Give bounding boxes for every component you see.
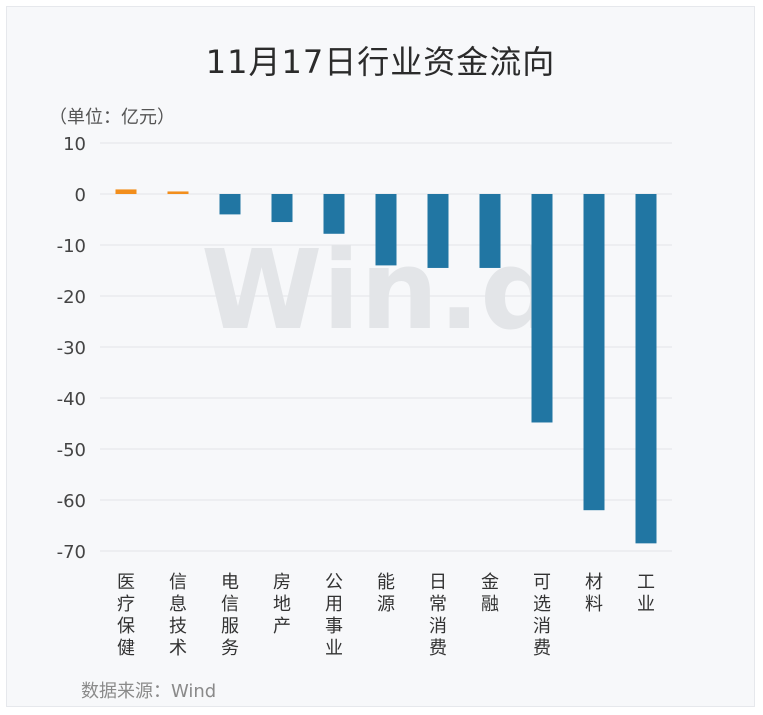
y-axis-ticks: 10 0 -10 -20 -30 -40 -50 -60 -70 xyxy=(57,134,86,563)
y-tick-label: -50 xyxy=(57,440,86,461)
x-category-label: 产 xyxy=(273,616,291,637)
x-category-label: 术 xyxy=(169,638,187,659)
x-category-label: 信 xyxy=(221,594,239,615)
bar-3 xyxy=(219,194,241,215)
x-category-label: 疗 xyxy=(117,594,135,615)
x-category-label: 地 xyxy=(273,594,291,615)
x-category-label: 可 xyxy=(533,572,551,593)
x-category-label: 保 xyxy=(117,616,135,637)
y-tick-label: -10 xyxy=(57,236,86,257)
y-tick-label: 0 xyxy=(75,185,86,206)
x-category-label: 常 xyxy=(429,594,447,615)
x-category-label: 消 xyxy=(533,616,551,637)
x-category-label: 医 xyxy=(117,572,135,593)
x-category-label: 信 xyxy=(169,572,187,593)
unit-label: （单位：亿元） xyxy=(49,107,175,128)
bar-11 xyxy=(635,194,657,544)
x-category-label: 息 xyxy=(169,594,187,615)
x-category-label: 电 xyxy=(221,572,239,593)
chart-card: 11月17日行业资金流向 （单位：亿元） 数据来源：Wind xyxy=(6,6,755,707)
x-category-label: 房 xyxy=(273,572,291,593)
y-tick-label: -70 xyxy=(57,542,86,563)
x-category-label: 技 xyxy=(169,616,187,637)
x-category-label: 业 xyxy=(325,638,343,659)
x-category-label: 费 xyxy=(429,638,447,659)
bar-5 xyxy=(323,194,345,234)
x-category-label: 源 xyxy=(377,594,395,615)
y-tick-label: 10 xyxy=(63,134,86,155)
grid-lines xyxy=(100,142,672,552)
x-category-label: 业 xyxy=(637,594,655,615)
x-category-label: 日 xyxy=(429,572,447,593)
x-category-label: 服 xyxy=(221,616,239,637)
bars xyxy=(115,189,657,544)
bar-10 xyxy=(583,194,605,511)
bar-1 xyxy=(115,189,137,194)
y-tick-label: -30 xyxy=(57,338,86,359)
bar-6 xyxy=(375,194,397,266)
x-category-label: 能 xyxy=(377,572,395,593)
x-category-label: 料 xyxy=(585,594,603,615)
x-category-label: 健 xyxy=(117,638,135,659)
bar-4 xyxy=(271,194,293,223)
x-category-label: 费 xyxy=(533,638,551,659)
bar-8 xyxy=(479,194,501,268)
x-category-label: 选 xyxy=(533,594,551,615)
x-category-label: 务 xyxy=(221,638,239,659)
y-tick-label: -40 xyxy=(57,389,86,410)
x-category-label: 公 xyxy=(325,572,343,593)
y-tick-label: -60 xyxy=(57,491,86,512)
x-category-label: 金 xyxy=(481,572,499,593)
source-note: 数据来源：Wind xyxy=(81,681,217,702)
y-tick-label: -20 xyxy=(57,287,86,308)
x-category-label: 用 xyxy=(325,594,343,615)
x-category-label: 材 xyxy=(585,572,603,593)
x-category-label: 融 xyxy=(481,594,499,615)
chart-title: 11月17日行业资金流向 xyxy=(205,43,556,81)
x-category-label: 事 xyxy=(325,616,343,637)
x-category-label: 工 xyxy=(637,572,655,593)
bar-2 xyxy=(167,191,189,194)
bar-9 xyxy=(531,194,553,423)
x-category-label: 消 xyxy=(429,616,447,637)
bar-7 xyxy=(427,194,449,268)
